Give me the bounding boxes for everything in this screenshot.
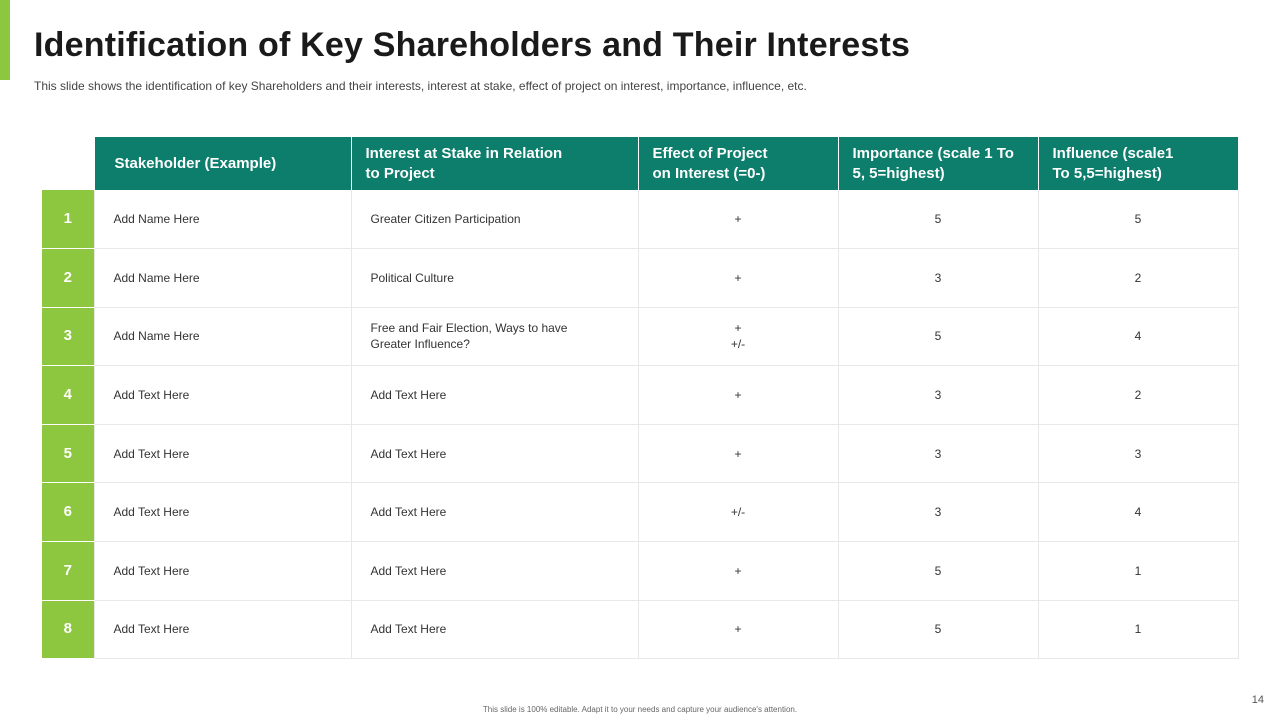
interest-line: Greater Citizen Participation — [370, 212, 521, 227]
row-number: 7 — [42, 541, 94, 601]
stakeholder-cell: Add Text Here — [93, 365, 351, 425]
table-row: 2 Add Name Here Political Culture + 3 2 — [42, 248, 1239, 308]
header-line: Influence (scale1 — [1052, 144, 1174, 162]
row-number: 1 — [42, 190, 94, 250]
header-line: Interest at Stake in Relation — [365, 144, 563, 162]
table-row: 3 Add Name Here Free and Fair Election, … — [42, 307, 1239, 367]
influence-cell: 4 — [1037, 307, 1239, 367]
interest-cell: Add Text Here — [350, 541, 638, 601]
interest-cell: Political Culture — [350, 248, 638, 308]
effect-line: + — [734, 446, 742, 461]
row-number: 8 — [42, 600, 94, 660]
header-interest: Interest at Stake in Relation to Project — [350, 137, 638, 190]
importance-cell: 5 — [837, 541, 1038, 601]
interest-line: Add Text Here — [370, 563, 447, 578]
influence-cell: 1 — [1037, 541, 1239, 601]
page-subtitle: This slide shows the identification of k… — [34, 79, 807, 93]
stakeholder-cell: Add Name Here — [93, 248, 351, 308]
row-number: 5 — [42, 424, 94, 484]
header-line: Stakeholder (Example) — [114, 154, 277, 172]
interest-line: Political Culture — [370, 270, 454, 285]
importance-cell: 3 — [837, 424, 1038, 484]
stakeholder-cell: Add Text Here — [93, 600, 351, 660]
header-line: to Project — [365, 164, 435, 182]
importance-cell: 3 — [837, 248, 1038, 308]
effect-line: + — [734, 388, 742, 403]
influence-cell: 5 — [1037, 190, 1239, 250]
influence-cell: 4 — [1037, 482, 1239, 543]
table-header-row: Stakeholder (Example) Interest at Stake … — [42, 137, 1238, 190]
table-row: 7 Add Text Here Add Text Here + 5 1 — [42, 541, 1239, 601]
interest-cell: Add Text Here — [350, 424, 638, 484]
effect-cell: + — [637, 541, 838, 601]
row-number: 2 — [42, 248, 94, 308]
accent-bar — [0, 0, 10, 80]
effect-cell: + +/- — [637, 307, 838, 367]
table-row: 1 Add Name Here Greater Citizen Particip… — [42, 190, 1239, 250]
interest-line: Add Text Here — [370, 622, 447, 637]
header-blank-cell — [42, 137, 94, 190]
header-effect: Effect of Project on Interest (=0-) — [637, 137, 838, 190]
effect-cell: + — [637, 600, 838, 660]
table-row: 6 Add Text Here Add Text Here +/- 3 4 — [42, 482, 1239, 543]
page-title: Identification of Key Shareholders and T… — [34, 26, 911, 64]
table-row: 4 Add Text Here Add Text Here + 3 2 — [42, 365, 1239, 425]
importance-cell: 3 — [837, 482, 1038, 543]
effect-cell: + — [637, 190, 838, 250]
table-row: 5 Add Text Here Add Text Here + 3 3 — [42, 424, 1239, 484]
interest-cell: Add Text Here — [350, 600, 638, 660]
page-number: 14 — [1251, 694, 1264, 706]
effect-line: + — [734, 321, 742, 336]
header-line: 5, 5=highest) — [852, 164, 945, 182]
effect-line: +/- — [730, 337, 746, 352]
effect-cell: + — [637, 248, 838, 308]
stakeholder-cell: Add Text Here — [93, 541, 351, 601]
header-importance: Importance (scale 1 To 5, 5=highest) — [837, 137, 1038, 190]
header-line: on Interest (=0-) — [652, 164, 766, 182]
table-row: 8 Add Text Here Add Text Here + 5 1 — [42, 600, 1239, 660]
interest-line: Greater Influence? — [370, 337, 470, 352]
effect-cell: + — [637, 365, 838, 425]
importance-cell: 5 — [837, 190, 1038, 250]
stakeholder-cell: Add Text Here — [93, 482, 351, 543]
stakeholder-table: Stakeholder (Example) Interest at Stake … — [42, 137, 1239, 660]
influence-cell: 2 — [1037, 248, 1239, 308]
importance-cell: 3 — [837, 365, 1038, 425]
influence-cell: 1 — [1037, 600, 1239, 660]
importance-cell: 5 — [837, 307, 1038, 367]
influence-cell: 3 — [1037, 424, 1239, 484]
interest-line: Add Text Here — [370, 446, 447, 461]
effect-cell: +/- — [637, 482, 838, 543]
header-line: Effect of Project — [652, 144, 768, 162]
effect-cell: + — [637, 424, 838, 484]
interest-cell: Add Text Here — [350, 482, 638, 543]
row-number: 4 — [42, 365, 94, 425]
influence-cell: 2 — [1037, 365, 1239, 425]
row-number: 6 — [42, 482, 94, 543]
stakeholder-cell: Add Name Here — [93, 190, 351, 250]
row-number: 3 — [42, 307, 94, 367]
interest-line: Free and Fair Election, Ways to have — [370, 321, 568, 336]
stakeholder-cell: Add Text Here — [93, 424, 351, 484]
header-line: To 5,5=highest) — [1052, 164, 1162, 182]
effect-line: +/- — [730, 505, 746, 520]
effect-line: + — [734, 212, 742, 227]
importance-cell: 5 — [837, 600, 1038, 660]
header-stakeholder: Stakeholder (Example) — [93, 137, 351, 190]
header-line: Importance (scale 1 To — [852, 144, 1014, 162]
slide-footer-note: This slide is 100% editable. Adapt it to… — [482, 705, 798, 714]
stakeholder-cell: Add Name Here — [93, 307, 351, 367]
interest-cell: Greater Citizen Participation — [350, 190, 638, 250]
interest-line: Add Text Here — [370, 388, 447, 403]
interest-line: Add Text Here — [370, 505, 447, 520]
effect-line: + — [734, 563, 742, 578]
header-influence: Influence (scale1 To 5,5=highest) — [1037, 137, 1238, 190]
interest-cell: Free and Fair Election, Ways to have Gre… — [350, 307, 638, 367]
interest-cell: Add Text Here — [350, 365, 638, 425]
effect-line: + — [734, 622, 742, 637]
effect-line: + — [734, 270, 742, 285]
